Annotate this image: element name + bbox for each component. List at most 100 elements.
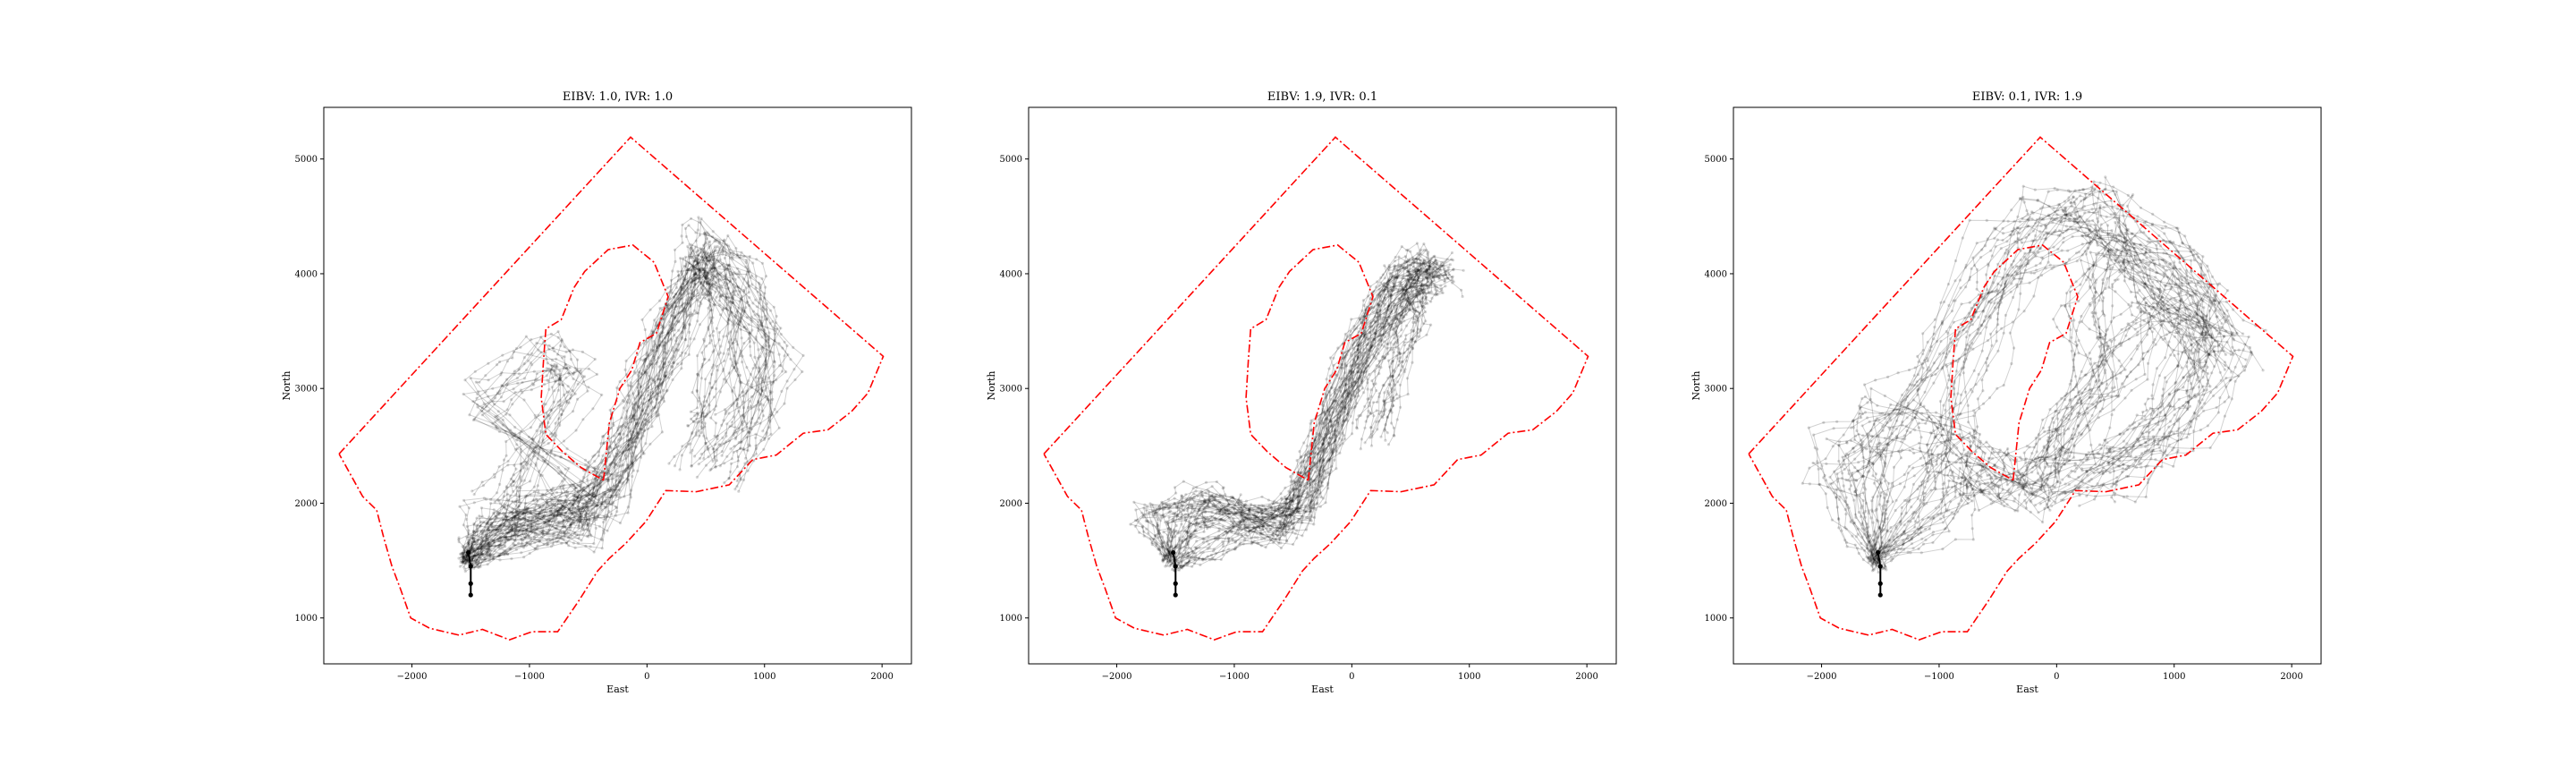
trajectory-point [611,472,614,476]
trajectory-path [466,249,750,561]
trajectory-point [707,290,710,293]
trajectory-point [1191,507,1195,511]
trajectory-point [631,462,634,465]
trajectory-point [750,395,754,398]
trajectory-point [530,352,534,355]
trajectory-point [572,498,575,502]
trajectory-point [609,496,613,499]
trajectory-point [696,228,699,232]
trajectory-point [746,268,750,271]
trajectory-point [496,528,500,531]
trajectory-point [464,556,468,560]
trajectory-point [561,339,564,343]
trajectory-point [665,389,668,393]
trajectory-point [627,443,631,446]
trajectory-point [559,403,564,408]
trajectory-point [698,268,702,271]
trajectory-point [550,520,554,523]
chart-title: EIBV: 1.0, IVR: 1.0 [563,90,673,104]
trajectory-point [576,382,580,386]
trajectory-point [567,507,571,512]
trajectory-point [757,401,760,404]
trajectory-point [521,517,524,521]
trajectory-point [651,330,655,334]
trajectory-point [529,493,532,497]
trajectory-point [585,505,589,509]
trajectory-point [750,328,754,332]
trajectory-point [576,495,580,498]
trajectory-point [735,479,739,483]
trajectory-point [549,332,554,336]
trajectory-point [686,344,690,348]
trajectory-point [529,522,532,527]
trajectory-point [496,530,500,533]
trajectory-point [660,308,664,311]
trajectory-point [707,233,711,236]
trajectory-point [722,307,725,310]
trajectory-point [742,309,746,312]
trajectory-point [474,561,478,565]
trajectory-point [716,244,719,248]
trajectory-point [697,463,700,466]
trajectory-point [472,548,477,553]
trajectory-point [495,426,498,429]
trajectory-point [689,311,692,315]
trajectory-point [590,493,594,497]
trajectory-point [665,352,669,355]
trajectory-point [631,415,634,419]
trajectory-point [562,439,566,443]
trajectory-point [642,412,646,415]
trajectory-point [721,436,724,439]
trajectory-point [735,465,740,469]
trajectory-point [1172,512,1175,515]
trajectory-point [580,488,583,492]
trajectory-point [464,553,468,557]
trajectory-point [463,561,467,565]
trajectory-point [779,364,783,368]
trajectory-point [561,511,564,515]
trajectory-point [731,256,734,259]
trajectory-point [680,367,683,370]
trajectory-point [477,390,480,394]
trajectory-point [754,298,758,302]
trajectory-point [734,247,738,251]
trajectory-point [490,521,494,524]
trajectory-point [699,282,703,285]
trajectory-point [568,507,572,511]
trajectory-point [651,392,655,395]
trajectory-point [496,418,499,421]
trajectory-point [735,343,740,346]
trajectory-point [572,521,575,524]
trajectory-point [681,287,684,291]
trajectory-point [748,331,751,335]
trajectory-point [717,299,722,302]
trajectory-point [736,455,741,459]
trajectory-point [727,340,731,344]
trajectory-point [519,533,522,537]
trajectory-point [755,387,758,391]
trajectory-point [691,391,694,395]
trajectory-point [702,404,706,408]
trajectory-point [758,354,762,359]
trajectory-point [470,548,474,552]
trajectory-point [631,429,635,433]
trajectory-point [513,531,516,535]
trajectory-point [1292,542,1295,547]
trajectory-point [550,386,554,389]
trajectory-point [576,358,580,361]
trajectory-point [697,277,701,281]
trajectory-point [653,358,657,361]
trajectory-point [689,410,693,413]
trajectory-point [524,460,528,463]
trajectory-point [728,248,732,251]
trajectory-point [622,432,626,436]
trajectory-point [614,490,619,494]
trajectory-point [690,464,693,468]
trajectory-point [701,288,705,292]
trajectory-point [517,495,521,498]
trajectory-point [740,414,743,418]
trajectory-point [600,393,604,396]
trajectory-point [766,341,770,344]
trajectory-point [508,520,512,524]
